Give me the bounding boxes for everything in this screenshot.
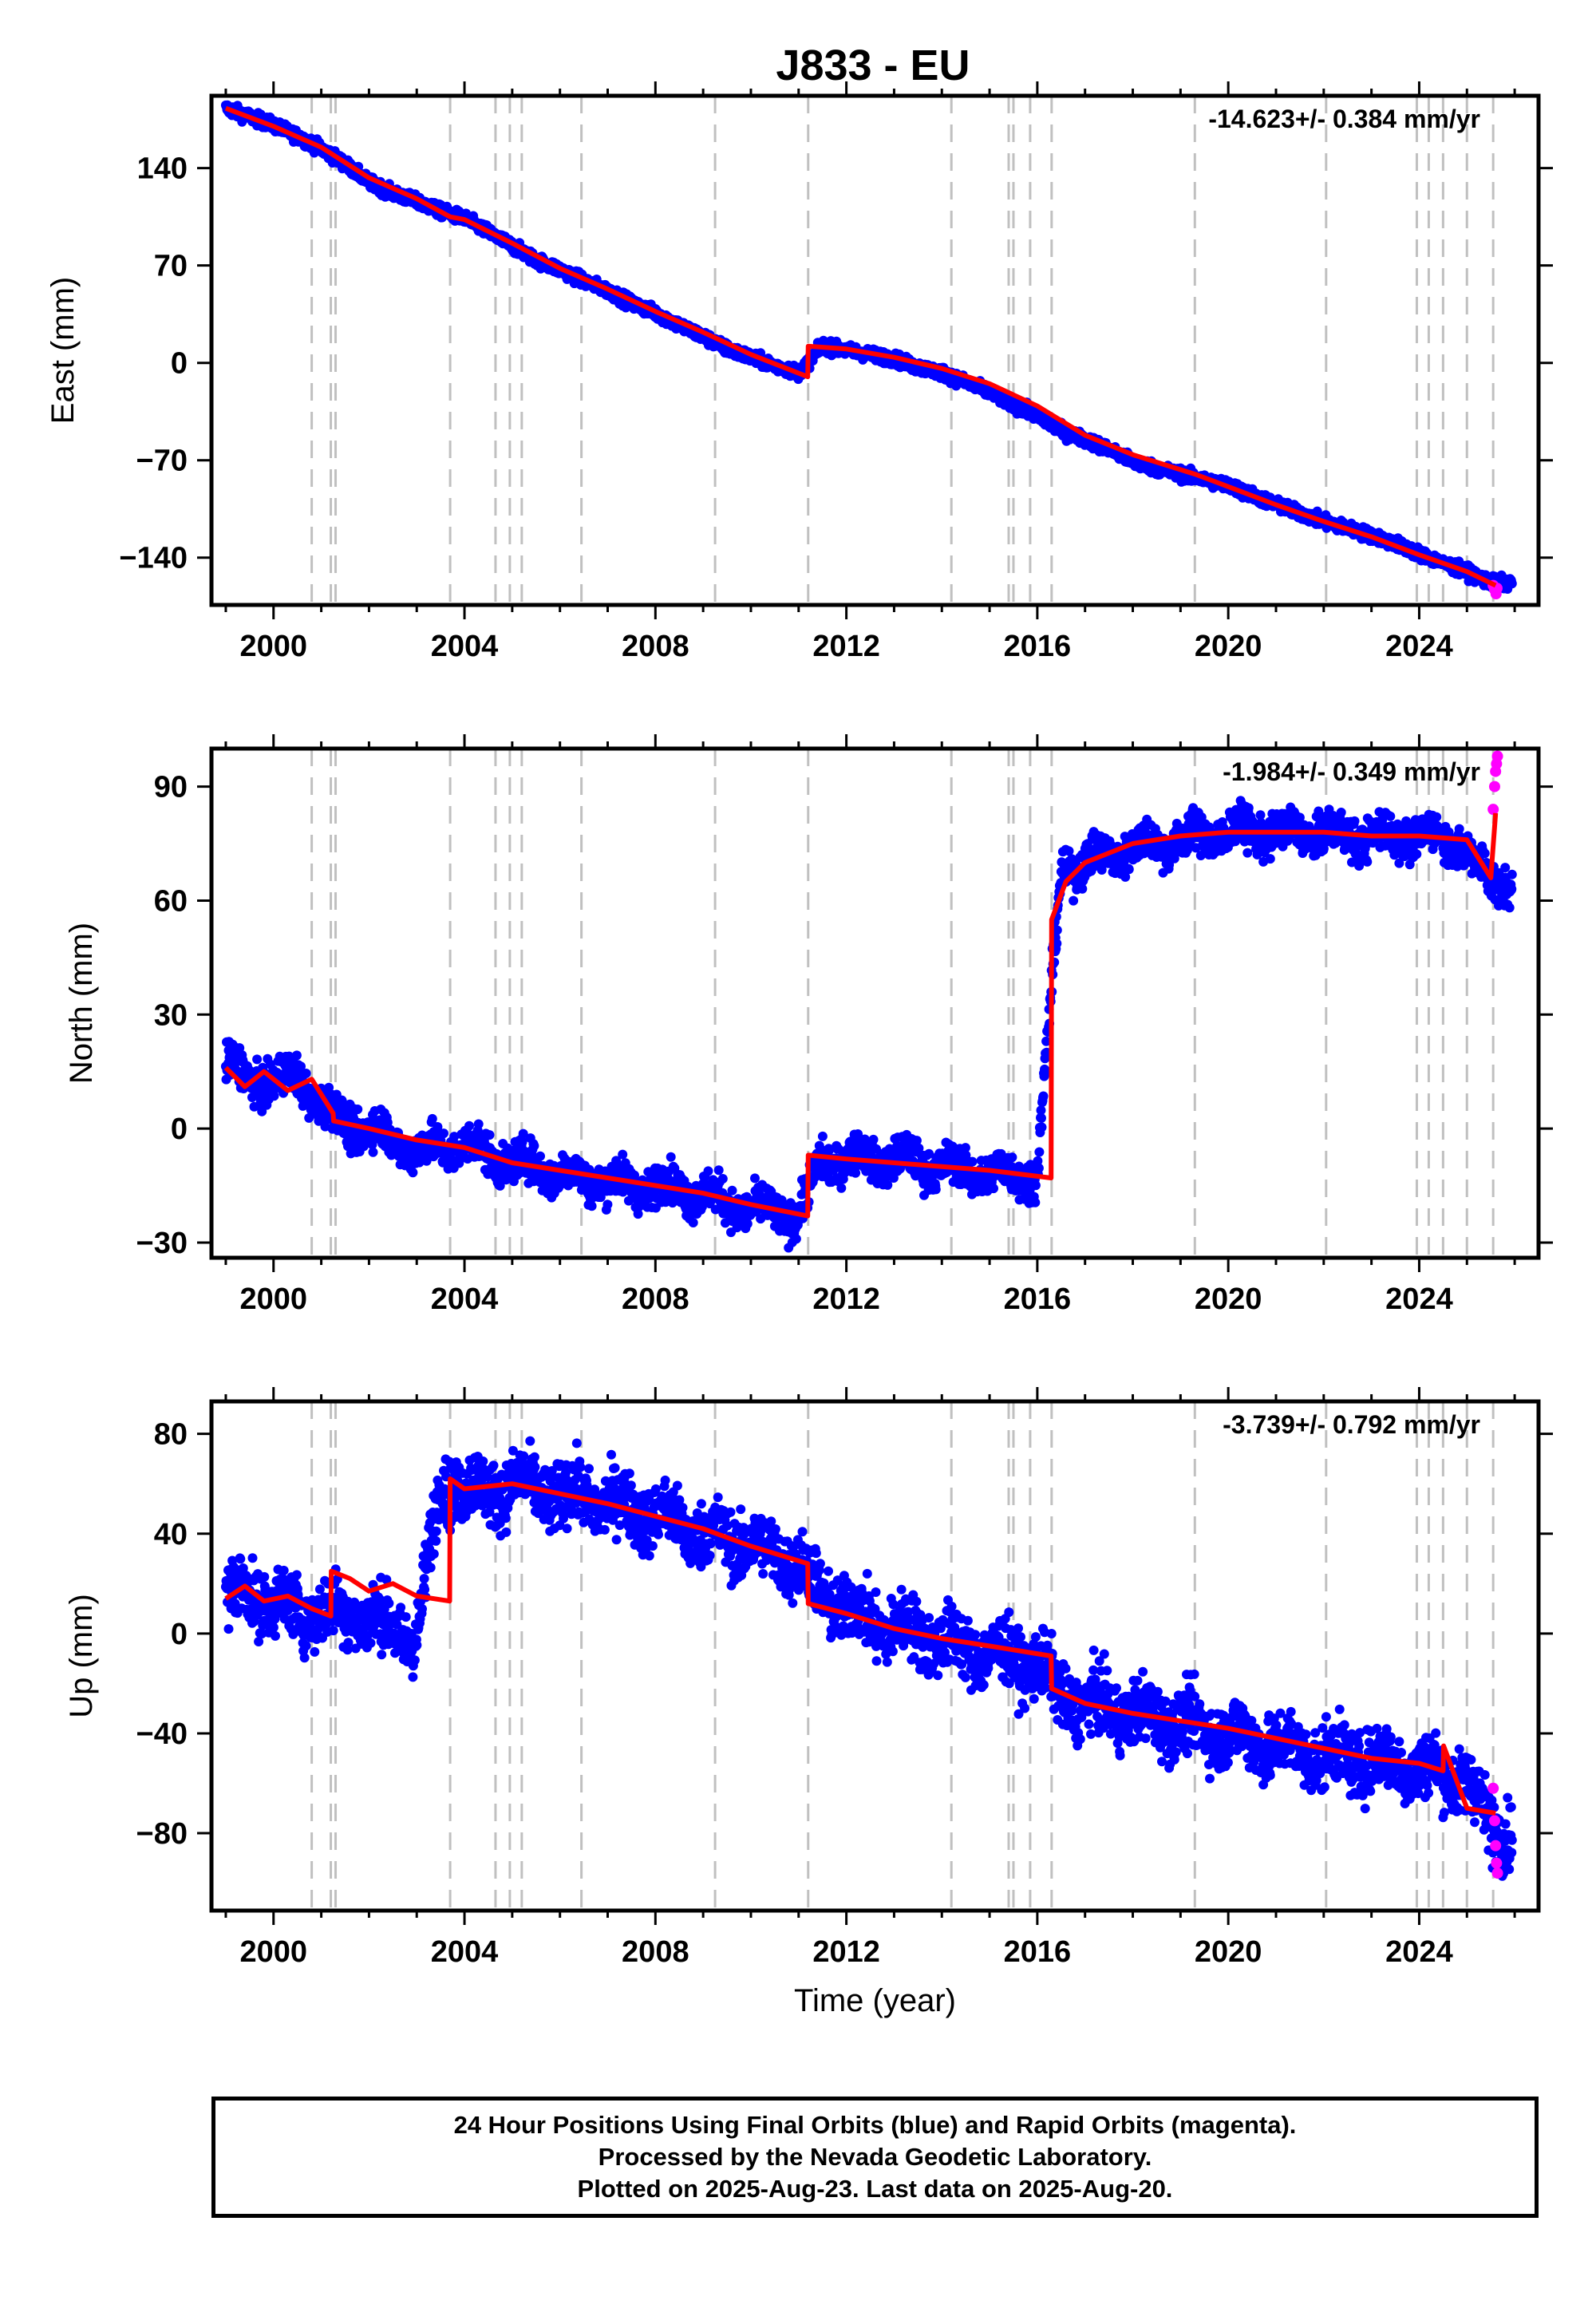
x-tick-label: 2016 [1004, 630, 1072, 663]
final-orbit-point [587, 1201, 597, 1211]
rapid-orbits-points [1487, 579, 1503, 600]
y-tick-label: 70 [154, 250, 188, 283]
final-orbit-point [630, 1170, 639, 1180]
final-orbit-point [618, 1149, 628, 1160]
x-tick-label: 2008 [622, 630, 689, 663]
final-orbits-points [220, 796, 1517, 1253]
final-orbit-point [868, 1134, 879, 1144]
final-orbit-point [836, 1183, 847, 1193]
x-tick-label: 2024 [1385, 630, 1453, 663]
model-line [224, 105, 1497, 588]
final-orbit-point [518, 1128, 528, 1139]
final-orbit-point [1507, 579, 1517, 589]
final-orbit-point [464, 1120, 474, 1131]
final-orbit-point [517, 1137, 527, 1147]
y-tick-label: −70 [136, 445, 188, 478]
final-orbit-point [427, 1113, 437, 1124]
final-orbit-point [320, 1121, 330, 1132]
final-orbit-point [449, 1132, 460, 1142]
panels: 2000 2004 2008 2012 2016 2020 2024 140 70 0 −70 −14… [45, 81, 1553, 2018]
final-orbit-point [742, 1219, 753, 1229]
final-orbit-point [529, 1140, 539, 1151]
final-orbit-point [713, 1165, 724, 1176]
x-axis: 2000 2004 2008 2012 2016 2020 2024 [224, 81, 1516, 663]
final-orbit-point [367, 1140, 377, 1150]
final-orbit-point [791, 1234, 801, 1244]
y-tick-label: 140 [137, 152, 188, 186]
x-tick-label: 2000 [239, 630, 307, 663]
x-tick-label: 2004 [431, 630, 499, 663]
y-tick-label: 0 [171, 347, 188, 381]
final-orbit-point [408, 1168, 418, 1178]
rate-annotation: -14.623+/- 0.384 mm/yr [1208, 105, 1480, 133]
final-orbit-point [484, 1130, 495, 1140]
final-orbit-point [252, 1054, 263, 1065]
final-orbit-point [750, 1173, 760, 1184]
final-orbit-point [473, 1119, 484, 1129]
final-orbit-point [414, 1157, 425, 1168]
final-orbit-point [249, 1101, 259, 1112]
final-orbit-point [296, 1061, 306, 1072]
final-orbit-point [633, 1209, 643, 1219]
final-orbit-point [269, 1091, 279, 1101]
final-orbit-point [817, 1131, 828, 1141]
x-tick-label: 2020 [1195, 630, 1262, 663]
final-orbit-point [535, 1151, 545, 1161]
final-orbit-point [291, 1050, 302, 1061]
final-orbit-point [324, 1082, 334, 1093]
y-axis-label: East (mm) [45, 277, 81, 424]
panel-0: 2000 2004 2008 2012 2016 2020 2024 140 70 0 −70 −14… [45, 81, 1553, 663]
final-orbit-point [353, 1105, 363, 1114]
final-orbit-point [439, 1128, 448, 1139]
final-orbit-point [368, 1147, 378, 1157]
final-orbit-point [666, 1152, 676, 1162]
final-orbit-point [433, 1122, 443, 1132]
final-orbit-point [337, 1097, 347, 1107]
plot-frame [209, 93, 1541, 607]
y-axis: 140 70 0 −70 −140 [119, 152, 1553, 575]
final-orbit-point [697, 1202, 707, 1212]
final-orbit-point [602, 1199, 613, 1210]
final-orbit-point [727, 1185, 737, 1196]
figure-title: J833 - EU [776, 41, 970, 89]
final-orbit-point [301, 1069, 311, 1078]
x-tick-label: 2012 [812, 630, 880, 663]
final-orbit-point [824, 1145, 834, 1156]
panel-1: 2000 2004 2008 2012 2016 2020 20249060300−30No… [64, 734, 1553, 1316]
final-orbit-point [688, 1218, 698, 1227]
y-tick-label: −140 [119, 542, 188, 575]
final-orbit-point [703, 1166, 713, 1176]
final-orbit-point [717, 1174, 728, 1184]
